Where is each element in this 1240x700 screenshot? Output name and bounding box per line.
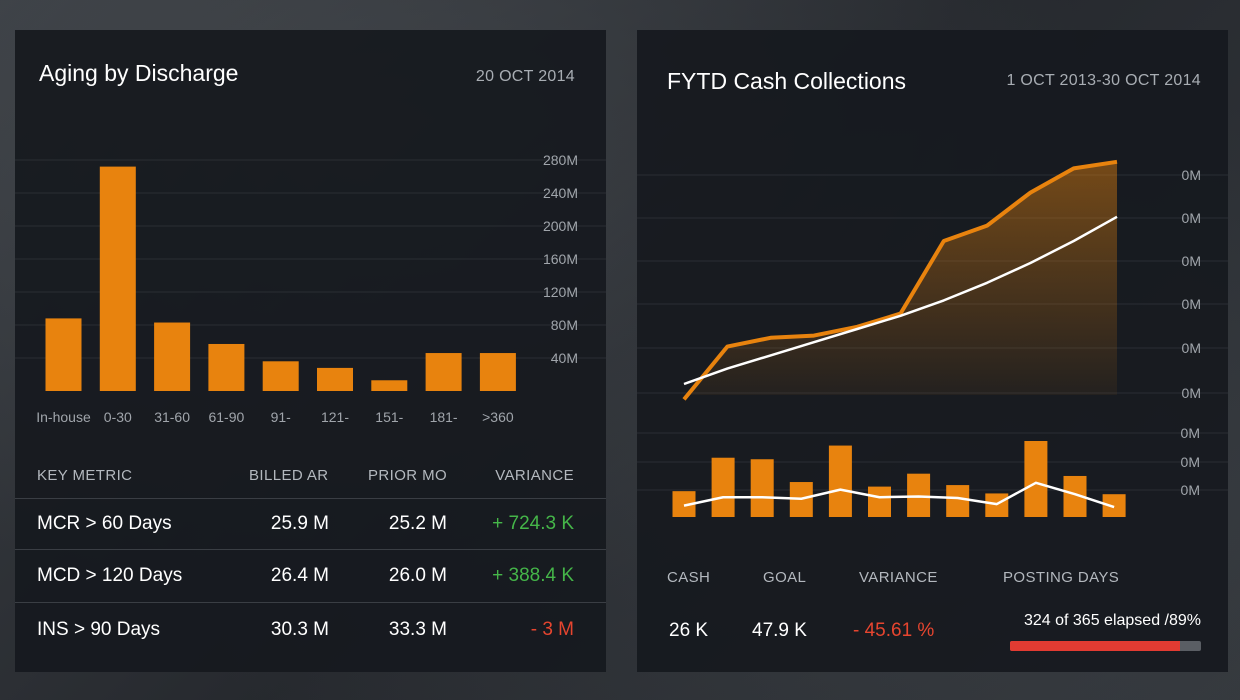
posting-days-text: 324 of 365 elapsed /89%: [1023, 612, 1201, 629]
row-divider: [15, 498, 606, 499]
y-tick-label: 40M: [551, 350, 578, 366]
cash-line-chart: 0M0M0M0M0M0M12/201302/201404/201406/2014…: [637, 159, 1228, 401]
bar: [317, 367, 353, 391]
y-tick-label: 80M: [551, 317, 578, 333]
header-billed-ar: BILLED AR: [249, 467, 329, 484]
x-tick-label: In-house: [36, 409, 91, 425]
goal-line: [683, 215, 1118, 386]
y-tick-label: 240M: [543, 185, 578, 201]
posting-days-progress-fill: [1010, 641, 1180, 651]
y-tick-label: 280M: [543, 152, 578, 168]
cash-title: FYTD Cash Collections: [667, 68, 907, 94]
metric-name: MCR > 60 Days: [37, 513, 172, 534]
metric-name: MCD > 120 Days: [37, 565, 183, 586]
y-tick-label: 0M: [1181, 454, 1200, 470]
y-tick-label: 0M: [1182, 385, 1201, 401]
bar: [208, 343, 245, 391]
cash-collections-panel: FYTD Cash Collections 1 OCT 2013-30 OCT …: [637, 30, 1228, 672]
monthly-goal-line: [683, 481, 1115, 509]
bar: [425, 353, 462, 391]
cash-line: [682, 159, 1118, 401]
x-tick-label: 181-360: [430, 409, 458, 430]
row-divider: [15, 549, 606, 550]
goal-label: GOAL: [763, 569, 807, 586]
bar: [262, 361, 299, 391]
header-key-metric: KEY METRIC: [37, 467, 133, 484]
x-tick-label: 61-90: [208, 409, 244, 425]
monthly-bar: [711, 457, 735, 517]
aging-date: 20 OCT 2014: [475, 68, 575, 85]
cash-date-range: 1 OCT 2013-30 OCT 2014: [1006, 72, 1201, 89]
aging-panel: Aging by Discharge 20 OCT 2014 280M 240M 2…: [15, 30, 606, 672]
y-tick-label: 0M: [1182, 210, 1201, 226]
bar: [45, 318, 82, 391]
x-tick-label: 121-150: [321, 409, 349, 430]
monthly-bar: [672, 491, 696, 517]
bar: [371, 380, 408, 391]
variance-label: VARIANCE: [859, 569, 938, 586]
x-tick-label: 31-60: [154, 409, 190, 425]
posting-days-progress: [1010, 641, 1201, 651]
y-tick-label: 120M: [543, 284, 578, 300]
x-tick-label: 0-30: [104, 409, 132, 425]
y-tick-label: 0M: [1181, 482, 1200, 498]
variance-value: - 45.61 %: [853, 620, 935, 641]
x-tick-label: >360: [482, 409, 514, 425]
posting-days-label: POSTING DAYS: [1003, 569, 1120, 586]
variance-value: + 724.3 K: [492, 513, 574, 534]
monthly-bar: [828, 445, 852, 517]
cash-label: CASH: [667, 569, 711, 586]
y-tick-label: 0M: [1182, 253, 1201, 269]
y-tick-label: 160M: [543, 251, 578, 267]
y-tick-label: 200M: [543, 218, 578, 234]
aging-title: Aging by Discharge: [39, 60, 239, 86]
row-divider: [15, 602, 606, 603]
y-tick-label: 0M: [1182, 296, 1201, 312]
header-variance: VARIANCE: [495, 467, 574, 484]
monthly-bar: [1102, 494, 1126, 517]
variance-value: + 388.4 K: [492, 565, 574, 586]
billed-ar-value: 25.9 M: [270, 513, 329, 534]
monthly-bar: [1063, 475, 1087, 517]
cash-value: 26 K: [669, 620, 709, 641]
prior-mo-value: 33.3 M: [388, 619, 447, 640]
y-tick-label: 0M: [1182, 167, 1201, 183]
aging-bar-chart: 280M 240M 200M 160M 120M 80M 40M In-house 0-30 31…: [15, 152, 606, 430]
monthly-bar: [1024, 441, 1048, 517]
y-tick-label: 0M: [1182, 340, 1201, 356]
x-tick-label: 151-180: [375, 409, 403, 430]
billed-ar-value: 26.4 M: [270, 565, 329, 586]
monthly-bar: [868, 486, 891, 517]
bar: [154, 322, 191, 391]
bar: [479, 353, 516, 391]
prior-mo-value: 25.2 M: [388, 513, 447, 534]
monthly-bar: [946, 485, 970, 517]
y-tick-label: 0M: [1181, 425, 1200, 441]
goal-value: 47.9 K: [752, 620, 807, 641]
billed-ar-value: 30.3 M: [270, 619, 329, 640]
variance-value: - 3 M: [530, 619, 574, 640]
cash-area: [684, 161, 1117, 400]
monthly-bar-chart: 0M 0M 0M: [637, 425, 1228, 517]
header-prior-mo: PRIOR MO: [368, 467, 448, 484]
prior-mo-value: 26.0 M: [388, 565, 447, 586]
monthly-bar: [750, 459, 774, 517]
x-tick-label: 91-120: [269, 409, 293, 430]
metric-name: INS > 90 Days: [37, 619, 161, 640]
bar: [99, 166, 136, 391]
